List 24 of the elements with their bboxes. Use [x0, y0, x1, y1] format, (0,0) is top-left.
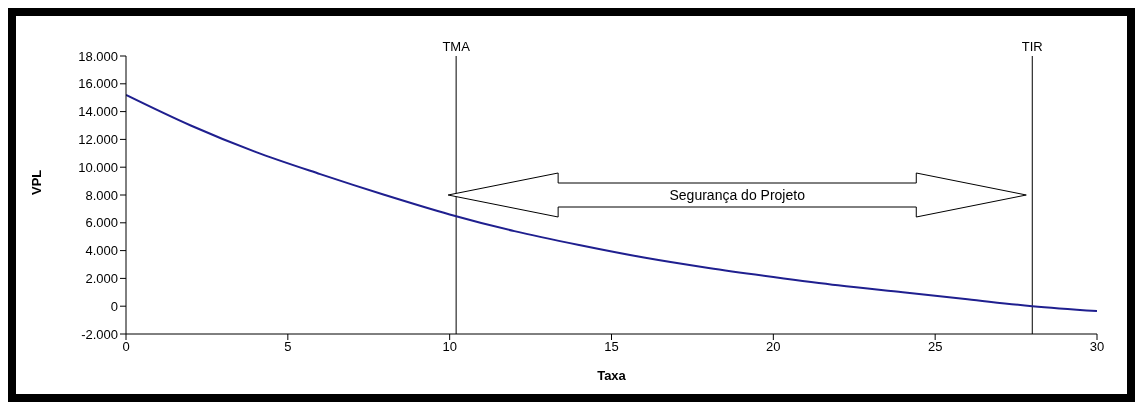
y-tick-label: 16.000: [78, 76, 118, 92]
x-tick-label: 0: [122, 339, 130, 355]
line-series: [126, 93, 1097, 313]
y-tick-label: 10.000: [78, 159, 118, 175]
x-tick-label: 30: [1089, 339, 1105, 355]
annotation: Segurança do Projeto: [669, 187, 806, 203]
ref-line-label: TMA: [442, 39, 471, 54]
y-tick-label: 8.000: [85, 187, 118, 203]
x-tick-label: 15: [604, 339, 619, 355]
y-tick-label: 4.000: [85, 243, 118, 259]
y-tick-label: 6.000: [85, 215, 118, 231]
y-tick-label: 18.000: [78, 48, 118, 64]
y-tick-label: 12.000: [78, 132, 118, 148]
y-tick-label: 2.000: [85, 271, 118, 287]
x-tick-label: 25: [927, 339, 943, 355]
y-tick-label: -2.000: [81, 326, 118, 342]
y-axis-title: VPL: [28, 169, 44, 195]
y-tick-label: 14.000: [78, 104, 118, 120]
x-axis-title: Taxa: [597, 368, 627, 383]
x-tick-label: 10: [442, 339, 457, 355]
x-tick-label: 20: [766, 339, 781, 355]
ref-line-label: TIR: [1021, 39, 1043, 54]
x-tick-label: 5: [284, 339, 292, 355]
y-tick-label: 0: [110, 298, 118, 314]
